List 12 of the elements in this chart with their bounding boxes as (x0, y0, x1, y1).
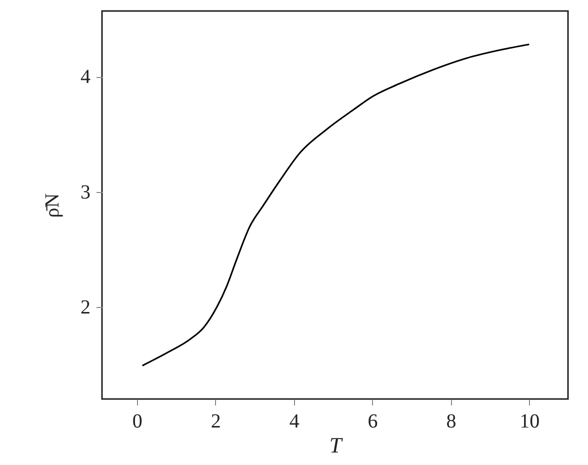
x-tick-label: 10 (520, 410, 540, 432)
y-tick-label: 3 (80, 181, 90, 204)
x-tick-label: 6 (368, 410, 378, 432)
x-tick-label: 0 (132, 410, 142, 432)
x-tick-label: 4 (289, 410, 300, 432)
line-series (142, 44, 530, 366)
x-axis-title: T (329, 432, 344, 458)
y-axis-title: ρ̄N (42, 193, 64, 218)
x-tick-label: 8 (446, 410, 456, 432)
x-tick-label: 2 (210, 410, 221, 432)
y-tick-label: 2 (80, 296, 90, 318)
y-tick-label: 4 (80, 66, 90, 88)
